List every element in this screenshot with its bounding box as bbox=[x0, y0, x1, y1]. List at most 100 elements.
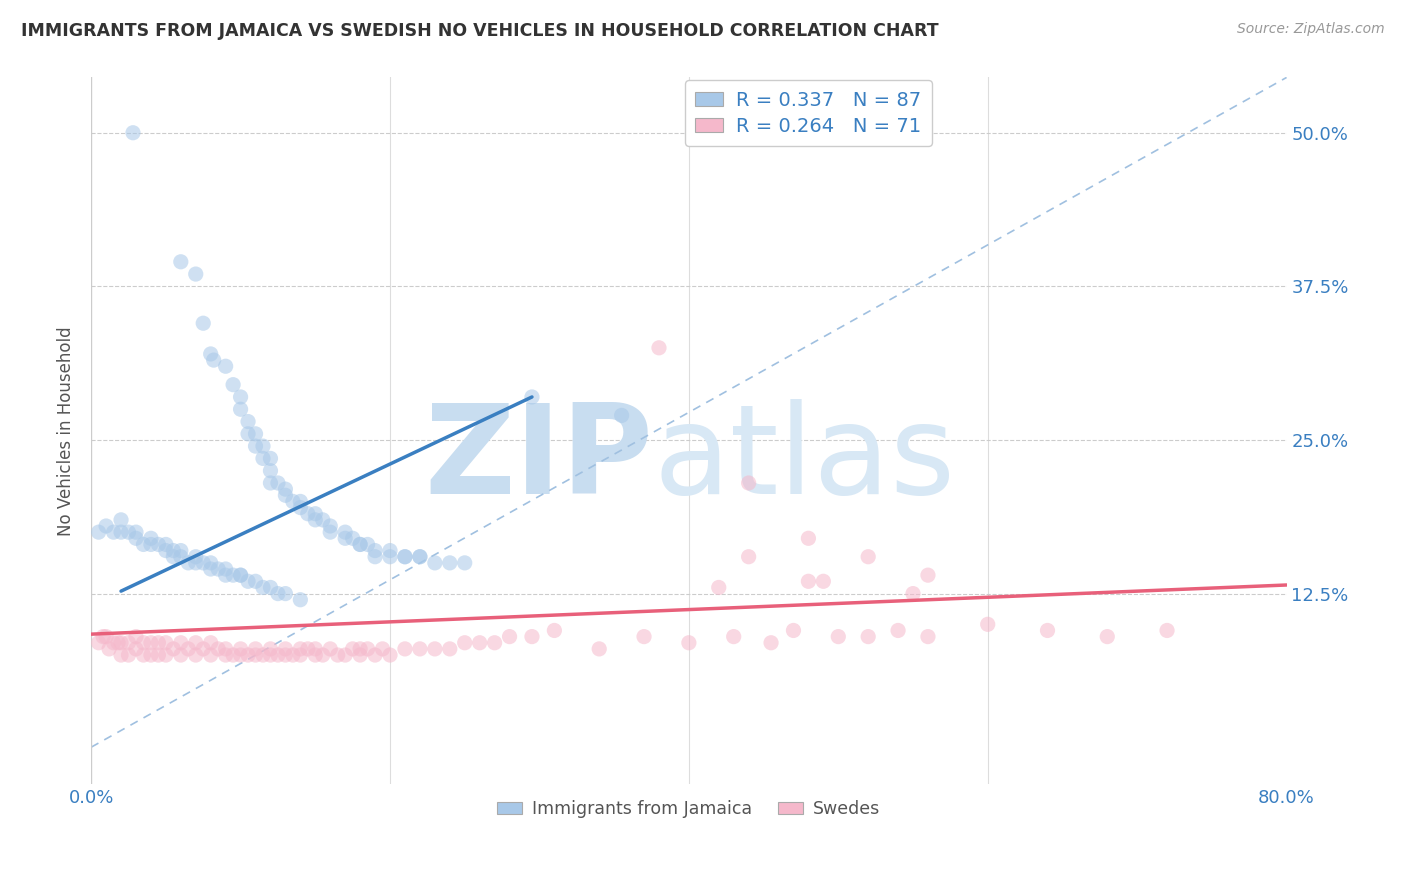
Point bbox=[335, 648, 357, 662]
Point bbox=[252, 451, 274, 466]
Point bbox=[245, 439, 267, 453]
Point bbox=[977, 617, 1000, 632]
Point bbox=[132, 636, 155, 650]
Point bbox=[259, 641, 281, 656]
Point bbox=[103, 636, 125, 650]
Point bbox=[290, 500, 312, 515]
Point bbox=[162, 543, 184, 558]
Point bbox=[177, 641, 200, 656]
Point bbox=[917, 568, 939, 582]
Point bbox=[274, 648, 297, 662]
Point bbox=[184, 549, 207, 564]
Point bbox=[252, 581, 274, 595]
Point bbox=[214, 648, 236, 662]
Point bbox=[91, 630, 114, 644]
Point bbox=[214, 568, 236, 582]
Point bbox=[170, 254, 193, 268]
Point bbox=[520, 630, 543, 644]
Point bbox=[290, 494, 312, 508]
Point bbox=[236, 574, 259, 589]
Point bbox=[312, 513, 335, 527]
Point bbox=[439, 556, 461, 570]
Point bbox=[887, 624, 910, 638]
Point bbox=[236, 415, 259, 429]
Point bbox=[125, 641, 148, 656]
Point bbox=[304, 641, 326, 656]
Point bbox=[214, 359, 236, 374]
Point bbox=[267, 586, 290, 600]
Point bbox=[342, 531, 364, 545]
Point bbox=[229, 568, 252, 582]
Point bbox=[356, 537, 378, 551]
Point bbox=[267, 648, 290, 662]
Point bbox=[394, 641, 416, 656]
Point bbox=[259, 648, 281, 662]
Point bbox=[162, 549, 184, 564]
Point bbox=[274, 641, 297, 656]
Point bbox=[319, 641, 342, 656]
Point bbox=[856, 630, 879, 644]
Point bbox=[378, 549, 401, 564]
Point bbox=[274, 482, 297, 496]
Point bbox=[155, 636, 177, 650]
Point bbox=[588, 641, 610, 656]
Point bbox=[364, 549, 387, 564]
Point bbox=[148, 537, 170, 551]
Point bbox=[200, 562, 222, 576]
Point bbox=[236, 648, 259, 662]
Point bbox=[364, 543, 387, 558]
Point bbox=[155, 648, 177, 662]
Point bbox=[184, 636, 207, 650]
Point bbox=[312, 648, 335, 662]
Point bbox=[856, 549, 879, 564]
Point bbox=[245, 574, 267, 589]
Point bbox=[917, 630, 939, 644]
Point bbox=[1097, 630, 1119, 644]
Point bbox=[678, 636, 700, 650]
Point bbox=[214, 641, 236, 656]
Point bbox=[304, 648, 326, 662]
Point bbox=[259, 475, 281, 490]
Point bbox=[200, 648, 222, 662]
Point bbox=[259, 581, 281, 595]
Point bbox=[200, 636, 222, 650]
Point bbox=[117, 648, 139, 662]
Point bbox=[737, 475, 759, 490]
Point bbox=[290, 648, 312, 662]
Point bbox=[98, 641, 121, 656]
Point bbox=[259, 451, 281, 466]
Point bbox=[498, 630, 520, 644]
Point bbox=[229, 568, 252, 582]
Point bbox=[394, 549, 416, 564]
Point bbox=[267, 475, 290, 490]
Point bbox=[170, 549, 193, 564]
Point bbox=[349, 648, 371, 662]
Point bbox=[364, 648, 387, 662]
Point bbox=[259, 464, 281, 478]
Point bbox=[139, 636, 162, 650]
Point bbox=[409, 641, 432, 656]
Point bbox=[139, 648, 162, 662]
Point bbox=[110, 525, 132, 540]
Point bbox=[162, 641, 184, 656]
Point bbox=[184, 267, 207, 281]
Point bbox=[394, 549, 416, 564]
Point bbox=[245, 426, 267, 441]
Point bbox=[1036, 624, 1059, 638]
Point bbox=[378, 543, 401, 558]
Point bbox=[125, 531, 148, 545]
Point bbox=[207, 641, 229, 656]
Point bbox=[193, 641, 215, 656]
Point bbox=[543, 624, 565, 638]
Point bbox=[759, 636, 782, 650]
Point bbox=[349, 537, 371, 551]
Point bbox=[610, 409, 633, 423]
Legend: Immigrants from Jamaica, Swedes: Immigrants from Jamaica, Swedes bbox=[491, 793, 887, 825]
Point bbox=[520, 390, 543, 404]
Point bbox=[155, 543, 177, 558]
Point bbox=[110, 513, 132, 527]
Point bbox=[236, 426, 259, 441]
Point bbox=[125, 630, 148, 644]
Point bbox=[356, 641, 378, 656]
Point bbox=[737, 549, 759, 564]
